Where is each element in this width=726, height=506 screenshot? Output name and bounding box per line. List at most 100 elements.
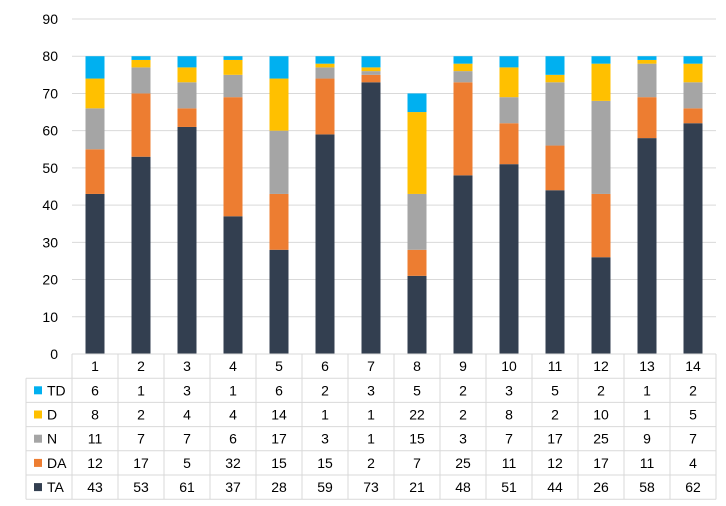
bar-segment-da xyxy=(591,193,611,258)
legend-label-da: DA xyxy=(47,455,67,471)
bar-segment-da xyxy=(177,108,197,127)
y-tick-label: 80 xyxy=(42,48,58,64)
data-label: 51 xyxy=(501,479,517,495)
data-label: 9 xyxy=(643,431,651,447)
bar-segment-d xyxy=(223,59,243,75)
data-label: 1 xyxy=(367,407,375,423)
data-label: 2 xyxy=(137,407,145,423)
bar-segment-d xyxy=(591,63,611,101)
x-category-label: 3 xyxy=(183,358,191,374)
legend-key-ta xyxy=(34,483,42,492)
bar-segment-ta xyxy=(453,175,473,354)
x-category-label: 4 xyxy=(229,358,237,374)
bar-segment-d xyxy=(545,74,565,83)
bar-segment-td xyxy=(591,56,611,64)
data-label: 21 xyxy=(409,479,425,495)
data-label: 25 xyxy=(593,431,609,447)
bar-segment-td xyxy=(683,56,703,64)
bar-segment-n xyxy=(85,108,105,150)
bar-segment-ta xyxy=(637,138,657,354)
data-label: 53 xyxy=(133,479,149,495)
bars xyxy=(85,56,703,355)
x-category-label: 14 xyxy=(685,358,701,374)
bar-segment-da xyxy=(545,145,565,191)
bar-segment-ta xyxy=(131,156,151,354)
legend-label-n: N xyxy=(47,431,57,447)
data-label: 5 xyxy=(413,382,421,398)
bar-segment-n xyxy=(407,193,427,250)
data-label: 58 xyxy=(639,479,655,495)
data-label: 2 xyxy=(459,407,467,423)
data-label: 12 xyxy=(547,455,563,471)
data-label: 3 xyxy=(505,382,513,398)
legend-key-d xyxy=(34,410,42,419)
bar-segment-da xyxy=(315,78,335,135)
data-label: 17 xyxy=(547,431,563,447)
data-label: 1 xyxy=(137,382,145,398)
y-tick-label: 60 xyxy=(42,123,58,139)
bar-segment-n xyxy=(223,74,243,98)
data-label: 44 xyxy=(547,479,563,495)
x-category-label: 1 xyxy=(91,358,99,374)
bar-segment-da xyxy=(269,193,289,250)
bar-segment-ta xyxy=(499,164,519,354)
data-label: 12 xyxy=(87,455,103,471)
bar-segment-d xyxy=(269,78,289,131)
data-label: 1 xyxy=(643,382,651,398)
data-label: 17 xyxy=(271,431,287,447)
bar-segment-da xyxy=(453,82,473,176)
x-category-label: 8 xyxy=(413,358,421,374)
bar-segment-d xyxy=(85,78,105,109)
bar-segment-td xyxy=(453,56,473,64)
y-tick-label: 50 xyxy=(42,160,58,176)
bar-segment-td xyxy=(177,56,197,68)
data-label: 11 xyxy=(88,431,103,447)
bar-segment-n xyxy=(361,71,381,75)
bar-segment-ta xyxy=(85,193,105,354)
bar-segment-n xyxy=(499,97,519,124)
data-label: 7 xyxy=(137,431,145,447)
data-label: 37 xyxy=(225,479,241,495)
bar-segment-td xyxy=(637,56,657,60)
bar-segment-d xyxy=(453,63,473,72)
data-label: 2 xyxy=(597,382,605,398)
bar-segment-ta xyxy=(683,123,703,354)
bar-segment-da xyxy=(361,74,381,83)
bar-segment-n xyxy=(131,67,151,94)
bar-segment-da xyxy=(85,149,105,194)
legend-label-td: TD xyxy=(47,382,66,398)
y-tick-label: 40 xyxy=(42,197,58,213)
bar-segment-td xyxy=(131,56,151,60)
legend-label-ta: TA xyxy=(47,479,65,495)
bar-segment-d xyxy=(177,67,197,83)
data-label: 14 xyxy=(271,407,287,423)
data-label: 3 xyxy=(183,382,191,398)
data-label: 2 xyxy=(459,382,467,398)
bar-segment-da xyxy=(683,108,703,124)
bar-segment-d xyxy=(683,63,703,83)
bar-segment-td xyxy=(269,56,289,79)
x-category-label: 2 xyxy=(137,358,145,374)
bar-segment-ta xyxy=(315,134,335,354)
data-label: 73 xyxy=(363,479,379,495)
x-category-label: 12 xyxy=(593,358,609,374)
bar-segment-ta xyxy=(177,126,197,354)
bar-segment-da xyxy=(223,97,243,217)
data-label: 2 xyxy=(367,455,375,471)
data-label: 2 xyxy=(551,407,559,423)
data-label: 59 xyxy=(317,479,333,495)
bar-segment-ta xyxy=(269,249,289,354)
x-category-label: 9 xyxy=(459,358,467,374)
y-tick-label: 90 xyxy=(42,11,58,27)
bar-segment-da xyxy=(499,123,519,165)
data-label: 1 xyxy=(229,382,237,398)
data-label: 8 xyxy=(91,407,99,423)
bar-segment-td xyxy=(85,56,105,79)
bar-segment-ta xyxy=(361,82,381,355)
data-label: 7 xyxy=(413,455,421,471)
bar-segment-ta xyxy=(591,257,611,354)
bar-segment-da xyxy=(637,97,657,139)
data-label: 4 xyxy=(689,455,697,471)
